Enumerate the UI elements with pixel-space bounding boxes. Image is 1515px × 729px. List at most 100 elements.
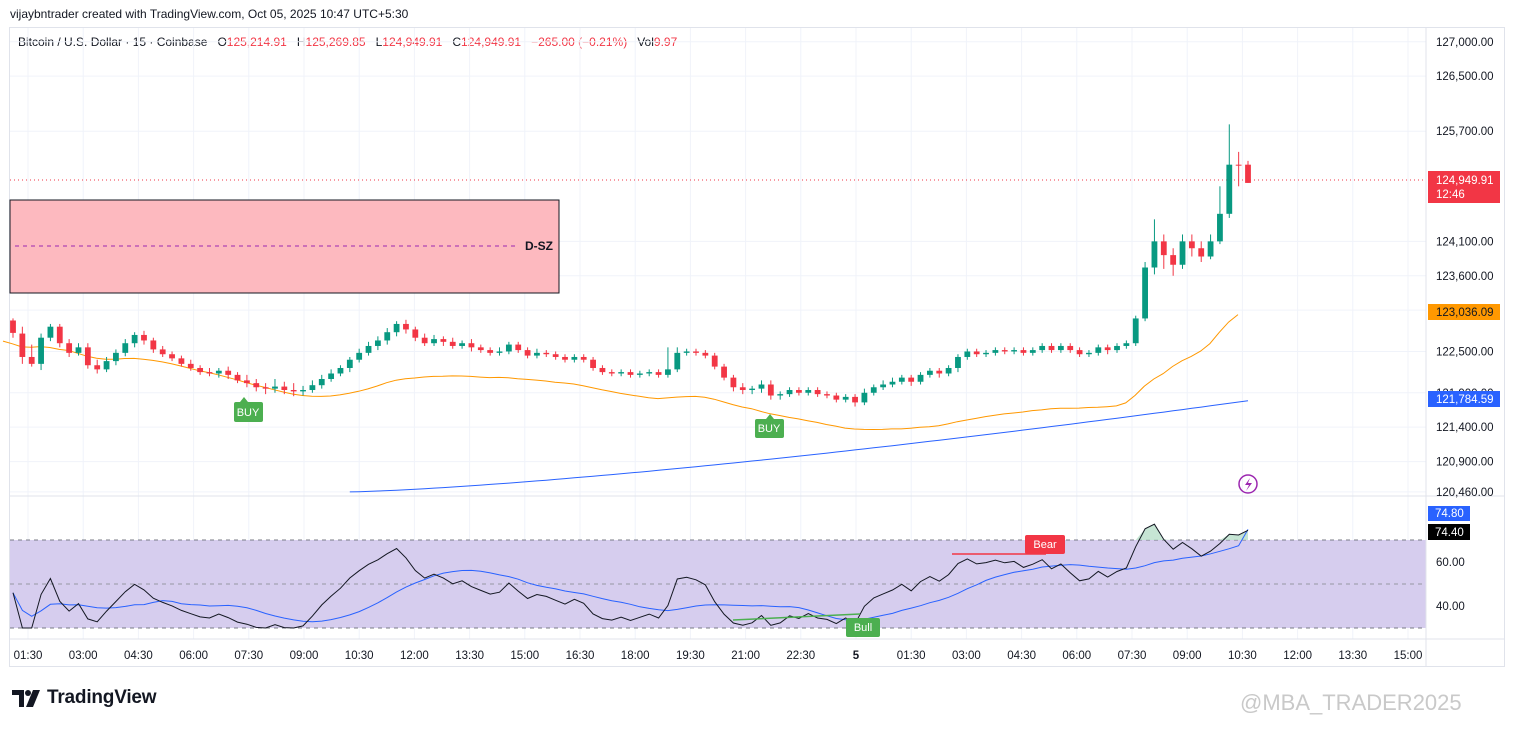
- candle[interactable]: [917, 372, 924, 385]
- candle[interactable]: [842, 394, 849, 403]
- candle[interactable]: [1104, 344, 1111, 355]
- candle[interactable]: [47, 323, 54, 342]
- candle[interactable]: [262, 383, 269, 395]
- candle[interactable]: [505, 341, 512, 355]
- candle[interactable]: [880, 380, 887, 391]
- candle[interactable]: [1217, 186, 1223, 245]
- candle[interactable]: [28, 344, 35, 367]
- candle[interactable]: [739, 383, 746, 395]
- candle[interactable]: [272, 379, 278, 393]
- candle[interactable]: [1029, 347, 1036, 356]
- candle[interactable]: [244, 374, 250, 388]
- candle[interactable]: [449, 337, 456, 349]
- candle[interactable]: [1039, 343, 1046, 353]
- candle[interactable]: [1188, 234, 1195, 257]
- candle[interactable]: [56, 323, 63, 348]
- candle[interactable]: [1114, 343, 1120, 353]
- candle[interactable]: [318, 374, 325, 389]
- bear-divergence-badge[interactable]: Bear: [1025, 535, 1065, 554]
- candle[interactable]: [870, 384, 877, 396]
- candle[interactable]: [908, 374, 915, 386]
- candle[interactable]: [356, 348, 363, 363]
- candle[interactable]: [94, 359, 101, 374]
- candle[interactable]: [1011, 347, 1017, 355]
- candle[interactable]: [103, 356, 110, 373]
- candle[interactable]: [562, 354, 568, 363]
- candle[interactable]: [992, 347, 999, 356]
- candle[interactable]: [38, 333, 44, 371]
- candle[interactable]: [225, 366, 232, 379]
- last-price-badge[interactable]: 124,949.91 12:46: [1428, 171, 1500, 203]
- ema-slow-badge[interactable]: 121,784.59: [1428, 391, 1500, 407]
- buy-signal[interactable]: BUY: [234, 397, 263, 422]
- candle[interactable]: [234, 372, 241, 384]
- rsi-ma-badge[interactable]: 74.80: [1428, 506, 1470, 521]
- candle[interactable]: [758, 380, 765, 393]
- candle[interactable]: [655, 369, 662, 378]
- candle[interactable]: [721, 363, 727, 381]
- candle[interactable]: [1067, 343, 1074, 353]
- candle[interactable]: [534, 348, 540, 359]
- candle[interactable]: [702, 350, 709, 359]
- candle[interactable]: [955, 354, 961, 373]
- bull-divergence-line[interactable]: [732, 613, 861, 621]
- candle[interactable]: [936, 367, 943, 378]
- candle[interactable]: [84, 343, 91, 369]
- candle[interactable]: [412, 326, 419, 342]
- candle[interactable]: [711, 352, 718, 370]
- candle[interactable]: [1207, 234, 1214, 260]
- candle[interactable]: [767, 380, 774, 400]
- lightning-icon[interactable]: [1238, 474, 1258, 494]
- candle[interactable]: [113, 349, 119, 366]
- candle[interactable]: [1226, 124, 1233, 218]
- candle[interactable]: [1142, 262, 1148, 322]
- tradingview-logo[interactable]: TradingView: [11, 687, 157, 709]
- candle[interactable]: [337, 365, 344, 377]
- candle[interactable]: [468, 339, 475, 352]
- candle[interactable]: [786, 387, 793, 397]
- candle[interactable]: [983, 350, 989, 357]
- candle[interactable]: [1132, 315, 1139, 346]
- candle[interactable]: [141, 330, 147, 345]
- candle[interactable]: [169, 351, 175, 362]
- bull-divergence-badge[interactable]: Bull: [846, 618, 880, 637]
- rsi-ma-line[interactable]: [12, 529, 1249, 623]
- candle[interactable]: [346, 356, 353, 373]
- candle[interactable]: [403, 319, 409, 334]
- candle[interactable]: [1245, 160, 1251, 183]
- candle[interactable]: [1160, 234, 1167, 269]
- candle[interactable]: [1086, 350, 1092, 357]
- candle[interactable]: [300, 385, 306, 396]
- candle[interactable]: [543, 350, 550, 357]
- candle[interactable]: [384, 328, 391, 345]
- candle[interactable]: [197, 365, 204, 375]
- candle[interactable]: [440, 336, 447, 346]
- candle[interactable]: [131, 332, 138, 348]
- candle[interactable]: [1170, 248, 1177, 276]
- candle[interactable]: [421, 333, 428, 346]
- candle[interactable]: [75, 343, 82, 356]
- candle[interactable]: [1235, 151, 1242, 187]
- candle[interactable]: [281, 381, 288, 395]
- ema-fast-line[interactable]: [2, 314, 1239, 431]
- candle[interactable]: [1048, 343, 1055, 353]
- candle[interactable]: [571, 354, 578, 363]
- candle[interactable]: [889, 377, 896, 388]
- candle[interactable]: [1001, 347, 1008, 355]
- candle[interactable]: [431, 334, 437, 346]
- candle[interactable]: [496, 347, 503, 356]
- candle[interactable]: [1151, 219, 1158, 275]
- candle[interactable]: [824, 391, 830, 399]
- candle[interactable]: [477, 344, 484, 353]
- candle[interactable]: [487, 347, 494, 356]
- demand-zone-box[interactable]: [9, 199, 560, 294]
- candle[interactable]: [1198, 241, 1205, 262]
- candle[interactable]: [515, 341, 522, 353]
- rsi-badge[interactable]: 74.40: [1428, 524, 1470, 540]
- candle[interactable]: [552, 351, 559, 360]
- candle[interactable]: [693, 348, 699, 356]
- candle[interactable]: [665, 347, 671, 378]
- candle[interactable]: [945, 365, 952, 377]
- candle[interactable]: [150, 337, 157, 353]
